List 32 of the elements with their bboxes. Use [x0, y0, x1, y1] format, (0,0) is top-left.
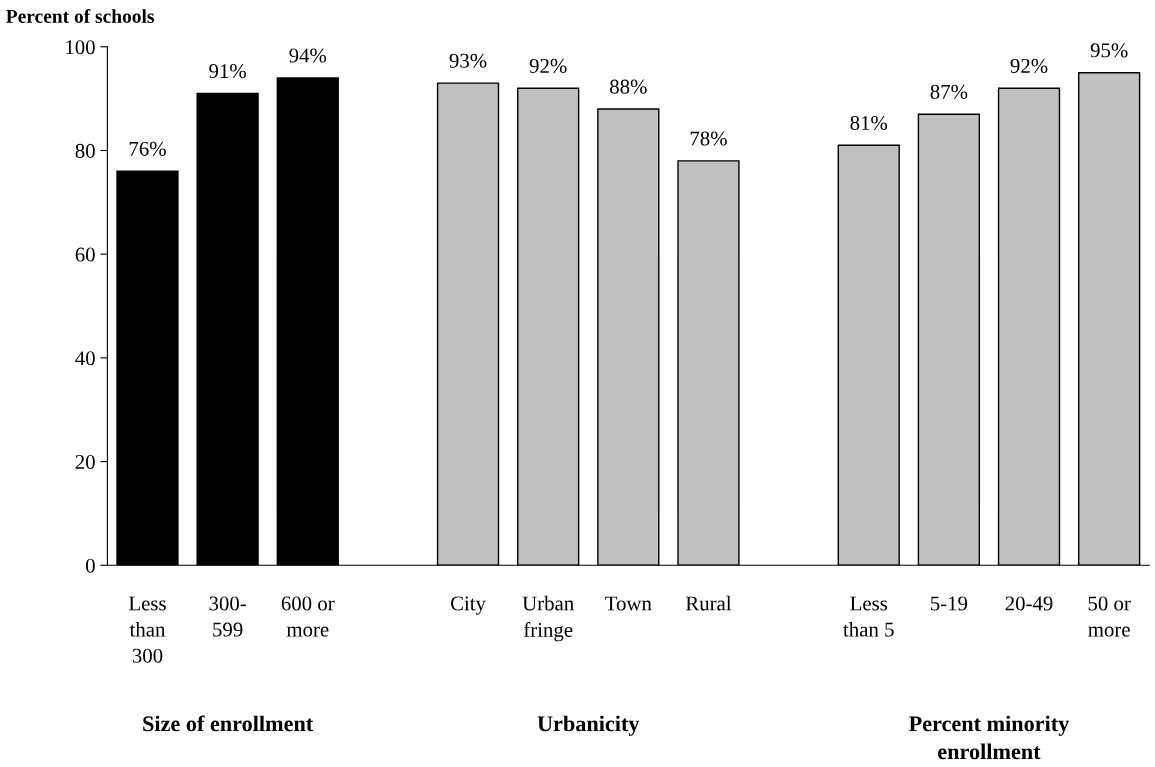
data-label: 93%	[449, 53, 487, 68]
y-tick-label: 40	[75, 351, 95, 366]
x-tick-label: 20-49	[1005, 596, 1053, 611]
x-tick-label: Less than 5	[843, 596, 894, 637]
x-tick-label: Urban fringe	[522, 595, 574, 642]
x-tick-label: City	[450, 596, 486, 615]
y-axis-title: Percent of schools	[6, 9, 154, 23]
y-tick-label: 0	[85, 558, 95, 573]
x-tick-label: 50 or more	[1088, 596, 1131, 637]
x-tick-label: Rural	[685, 595, 732, 611]
text: Urbanicity	[537, 715, 640, 736]
x-tick-label: 300- 599	[209, 596, 246, 637]
data-label: 92%	[529, 58, 567, 73]
data-label: 87%	[930, 84, 968, 99]
data-label: 94%	[289, 48, 327, 63]
y-tick-label: 100	[66, 40, 95, 55]
data-label: 76%	[129, 141, 166, 156]
x-tick-label: Less than 300	[128, 596, 166, 663]
data-label: 92%	[1010, 58, 1048, 73]
x-tick-label: Town	[605, 596, 652, 611]
data-label: 91%	[209, 64, 247, 79]
x-tick-label: 600 or more	[281, 596, 335, 637]
x-tick-label: 5-19	[930, 596, 968, 611]
text: Percent minority enrollment	[909, 715, 1070, 760]
text: Size of enrollment	[143, 715, 314, 732]
data-label: 95%	[1090, 43, 1128, 58]
data-label: 78%	[690, 131, 727, 146]
data-label: 88%	[610, 79, 647, 94]
y-tick-label: 20	[75, 454, 95, 470]
y-tick-label: 80	[75, 143, 95, 158]
data-label: 81%	[850, 115, 888, 131]
y-tick-label: 60	[75, 247, 95, 262]
